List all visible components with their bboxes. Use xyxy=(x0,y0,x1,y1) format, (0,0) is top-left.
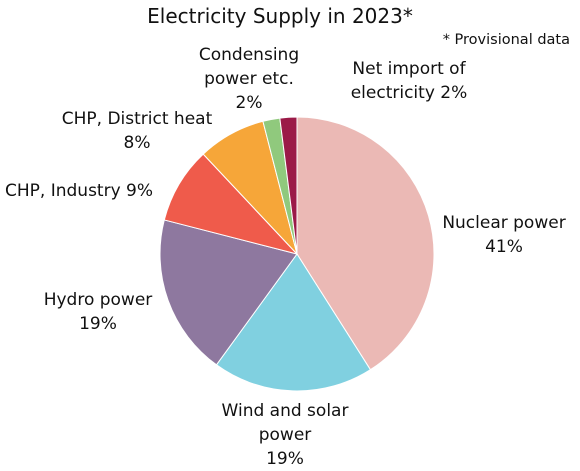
slice-label-line: 8% xyxy=(124,133,151,153)
slice-label-line: electricity 2% xyxy=(351,83,468,103)
pie-slice-net-import xyxy=(279,116,298,255)
slice-label-net-import: Net import of electricity 2% xyxy=(351,59,468,103)
slice-label-nuclear: Nuclear power 41% xyxy=(442,213,565,257)
pie-slice-nuclear xyxy=(296,116,435,371)
slice-label-wind-solar: Wind and solar power 19% xyxy=(222,401,349,469)
pie-slice-wind-solar xyxy=(215,253,372,392)
chart-title: Electricity Supply in 2023* xyxy=(147,4,413,28)
slice-label-line: 41% xyxy=(485,237,523,257)
slice-label-line: CHP, Industry 9% xyxy=(5,181,153,201)
slice-label-line: power etc. xyxy=(204,69,294,89)
slice-label-line: 19% xyxy=(266,449,304,469)
pie-slice-hydro xyxy=(159,219,298,366)
slice-label-chp-industry: CHP, Industry 9% xyxy=(5,181,153,201)
slice-label-line: Condensing xyxy=(199,45,299,65)
slice-label-hydro: Hydro power 19% xyxy=(44,290,153,334)
slice-label-line: 19% xyxy=(79,314,117,334)
slice-label-condensing: Condensing power etc. 2% xyxy=(199,45,299,113)
slice-label-line: 2% xyxy=(236,93,263,113)
provisional-data-note: * Provisional data xyxy=(443,32,570,48)
slice-label-line: power xyxy=(259,425,312,445)
slice-labels: Nuclear power 41%Wind and solar power 19%Hy… xyxy=(5,45,566,469)
slice-label-line: Nuclear power xyxy=(442,213,565,233)
slice-label-chp-district-heat: CHP, District heat 8% xyxy=(62,109,213,153)
slice-label-line: CHP, District heat xyxy=(62,109,213,129)
slice-label-line: Hydro power xyxy=(44,290,153,310)
slice-label-line: Wind and solar xyxy=(222,401,349,421)
slice-label-line: Net import of xyxy=(352,59,466,79)
pie-slices xyxy=(159,116,435,392)
